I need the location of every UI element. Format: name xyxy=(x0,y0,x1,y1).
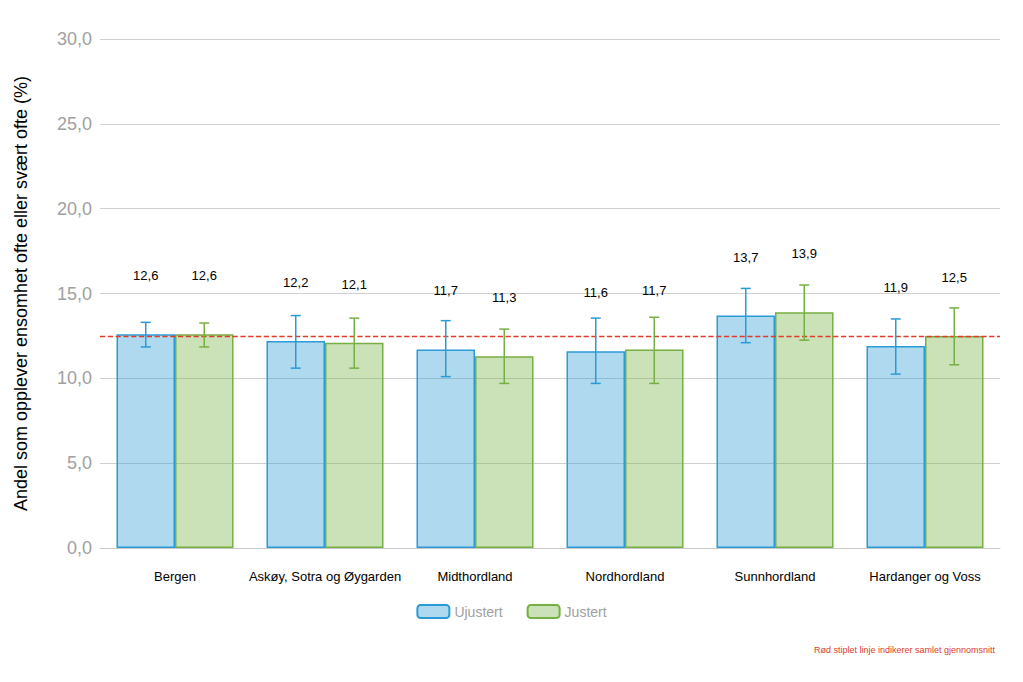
svg-text:Hardanger og Voss: Hardanger og Voss xyxy=(869,569,981,584)
svg-text:Rød stiplet linje indikerer sa: Rød stiplet linje indikerer samlet gjenn… xyxy=(814,645,996,655)
svg-text:11,3: 11,3 xyxy=(492,290,516,305)
svg-text:30,0: 30,0 xyxy=(57,29,92,49)
svg-text:Andel som opplever ensomhet of: Andel som opplever ensomhet ofte eller s… xyxy=(11,76,31,511)
svg-text:11,9: 11,9 xyxy=(884,280,908,295)
svg-text:Nordhordland: Nordhordland xyxy=(586,569,665,584)
svg-text:Midthordland: Midthordland xyxy=(437,569,512,584)
svg-text:12,5: 12,5 xyxy=(942,270,967,285)
svg-text:13,9: 13,9 xyxy=(792,246,817,261)
svg-text:Askøy, Sotra og Øygarden: Askøy, Sotra og Øygarden xyxy=(249,569,401,584)
svg-text:25,0: 25,0 xyxy=(57,114,92,134)
svg-text:11,6: 11,6 xyxy=(584,285,608,300)
svg-text:10,0: 10,0 xyxy=(57,368,92,388)
svg-text:13,7: 13,7 xyxy=(733,250,758,265)
svg-text:Sunnhordland: Sunnhordland xyxy=(735,569,816,584)
svg-text:12,6: 12,6 xyxy=(133,268,158,283)
svg-text:12,2: 12,2 xyxy=(283,275,308,290)
svg-text:Bergen: Bergen xyxy=(154,569,196,584)
svg-text:5,0: 5,0 xyxy=(67,453,92,473)
svg-text:11,7: 11,7 xyxy=(434,283,458,298)
svg-text:20,0: 20,0 xyxy=(57,199,92,219)
svg-text:15,0: 15,0 xyxy=(57,284,92,304)
svg-text:Ujustert: Ujustert xyxy=(454,604,502,620)
svg-text:12,6: 12,6 xyxy=(192,268,217,283)
svg-text:0,0: 0,0 xyxy=(67,538,92,558)
svg-text:11,7: 11,7 xyxy=(642,283,666,298)
svg-text:12,1: 12,1 xyxy=(342,277,367,292)
svg-text:Justert: Justert xyxy=(565,604,607,620)
